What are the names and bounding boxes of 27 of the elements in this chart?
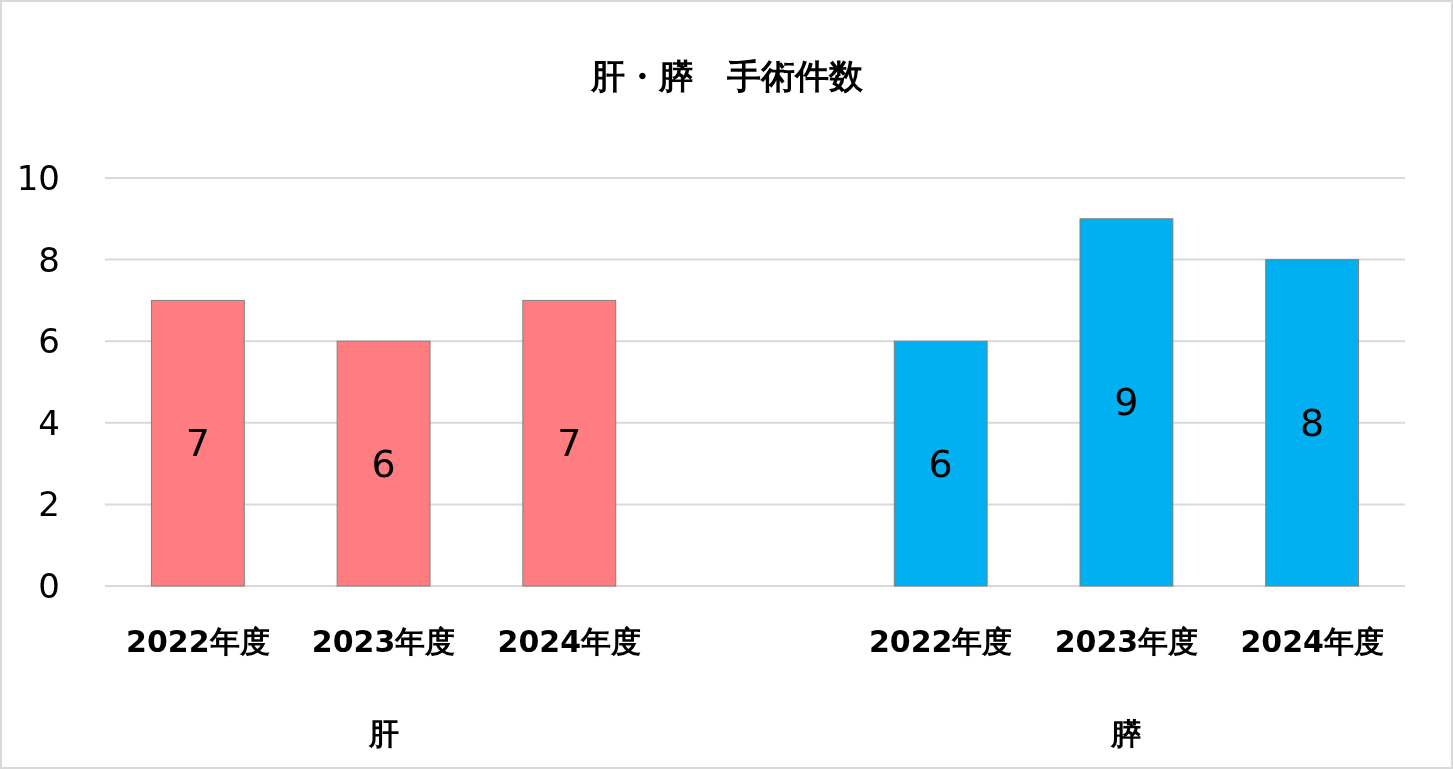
x-tick-label: 2022年度 <box>868 624 1013 659</box>
y-tick-label: 8 <box>38 239 60 280</box>
y-tick-label: 6 <box>38 321 60 362</box>
y-tick-label: 0 <box>38 566 60 606</box>
bar <box>150 299 245 587</box>
bar <box>522 299 617 587</box>
y-tick-label: 4 <box>38 402 60 443</box>
data-label: 8 <box>1300 400 1325 445</box>
bar <box>336 340 431 587</box>
text: 膵 <box>1110 716 1142 751</box>
x-tick-label: 2023年度 <box>311 624 456 659</box>
y-tick-label: 10 <box>16 158 60 198</box>
data-label: 6 <box>371 441 396 486</box>
chart-title: 肝・膵 手術件数 <box>589 56 864 96</box>
x-tick-label: 2022年度 <box>126 624 270 659</box>
bar <box>1265 259 1360 587</box>
x-tick-label: 2023年度 <box>1054 624 1199 659</box>
data-label: 7 <box>185 421 210 466</box>
y-tick-label: 2 <box>38 484 60 525</box>
bar <box>893 340 988 587</box>
x-tick-label: 2024年度 <box>497 624 642 659</box>
x-tick-label: 2024年度 <box>1240 624 1384 659</box>
text: 肝 <box>367 716 399 751</box>
bar <box>1079 218 1174 587</box>
data-label: 7 <box>557 421 582 466</box>
data-label: 9 <box>1114 380 1139 425</box>
data-label: 6 <box>928 441 953 486</box>
